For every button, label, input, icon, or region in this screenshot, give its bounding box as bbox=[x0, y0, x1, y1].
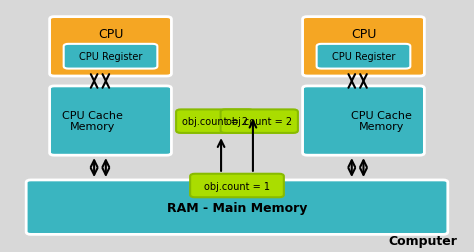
FancyBboxPatch shape bbox=[317, 45, 410, 69]
Text: obj.count = 1: obj.count = 1 bbox=[204, 181, 270, 191]
FancyBboxPatch shape bbox=[50, 87, 172, 155]
Text: CPU Cache
Memory: CPU Cache Memory bbox=[62, 110, 123, 132]
FancyBboxPatch shape bbox=[50, 18, 172, 77]
FancyBboxPatch shape bbox=[190, 174, 284, 198]
Text: CPU: CPU bbox=[98, 28, 123, 41]
FancyBboxPatch shape bbox=[220, 110, 298, 133]
Text: obj.count = 2: obj.count = 2 bbox=[226, 117, 292, 127]
Text: RAM - Main Memory: RAM - Main Memory bbox=[167, 201, 307, 214]
Text: CPU: CPU bbox=[351, 28, 376, 41]
Text: obj.count = 2: obj.count = 2 bbox=[182, 117, 248, 127]
FancyBboxPatch shape bbox=[302, 87, 424, 155]
Text: Computer: Computer bbox=[388, 234, 457, 247]
Text: CPU Register: CPU Register bbox=[79, 52, 142, 62]
Text: CPU Register: CPU Register bbox=[332, 52, 395, 62]
FancyBboxPatch shape bbox=[64, 45, 157, 69]
Text: CPU Cache
Memory: CPU Cache Memory bbox=[351, 110, 412, 132]
FancyBboxPatch shape bbox=[302, 18, 424, 77]
FancyBboxPatch shape bbox=[176, 110, 254, 133]
FancyBboxPatch shape bbox=[26, 180, 448, 234]
